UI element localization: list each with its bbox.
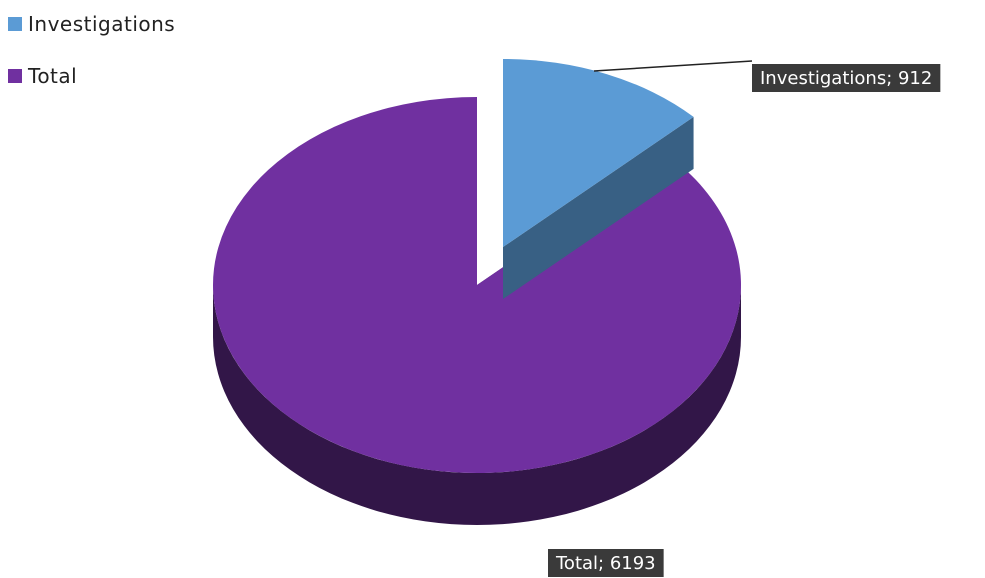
pie-side-total — [213, 285, 741, 525]
legend-label-total: Total — [28, 64, 78, 88]
pie-cut-face-investigations-1 — [503, 116, 694, 299]
data-label-text-investigations: Investigations; 912 — [760, 68, 932, 89]
data-label-investigations: Investigations; 912 — [752, 64, 941, 92]
legend-item-investigations: Investigations — [8, 10, 175, 38]
data-label-total: Total; 6193 — [548, 549, 664, 577]
legend-swatch-investigations — [8, 17, 22, 31]
legend-label-investigations: Investigations — [28, 12, 176, 36]
pie-slice-investigations — [503, 59, 694, 299]
pie-top-total — [213, 97, 742, 474]
leader-line-investigations — [593, 60, 753, 72]
chart-legend: Investigations Total — [8, 10, 175, 114]
data-label-text-total: Total; 6193 — [555, 553, 656, 574]
data-label-box-total — [548, 549, 664, 577]
data-label-box-investigations — [752, 64, 941, 92]
legend-item-total: Total — [8, 62, 175, 90]
pie-top-investigations — [503, 59, 694, 247]
legend-swatch-total — [8, 69, 22, 83]
